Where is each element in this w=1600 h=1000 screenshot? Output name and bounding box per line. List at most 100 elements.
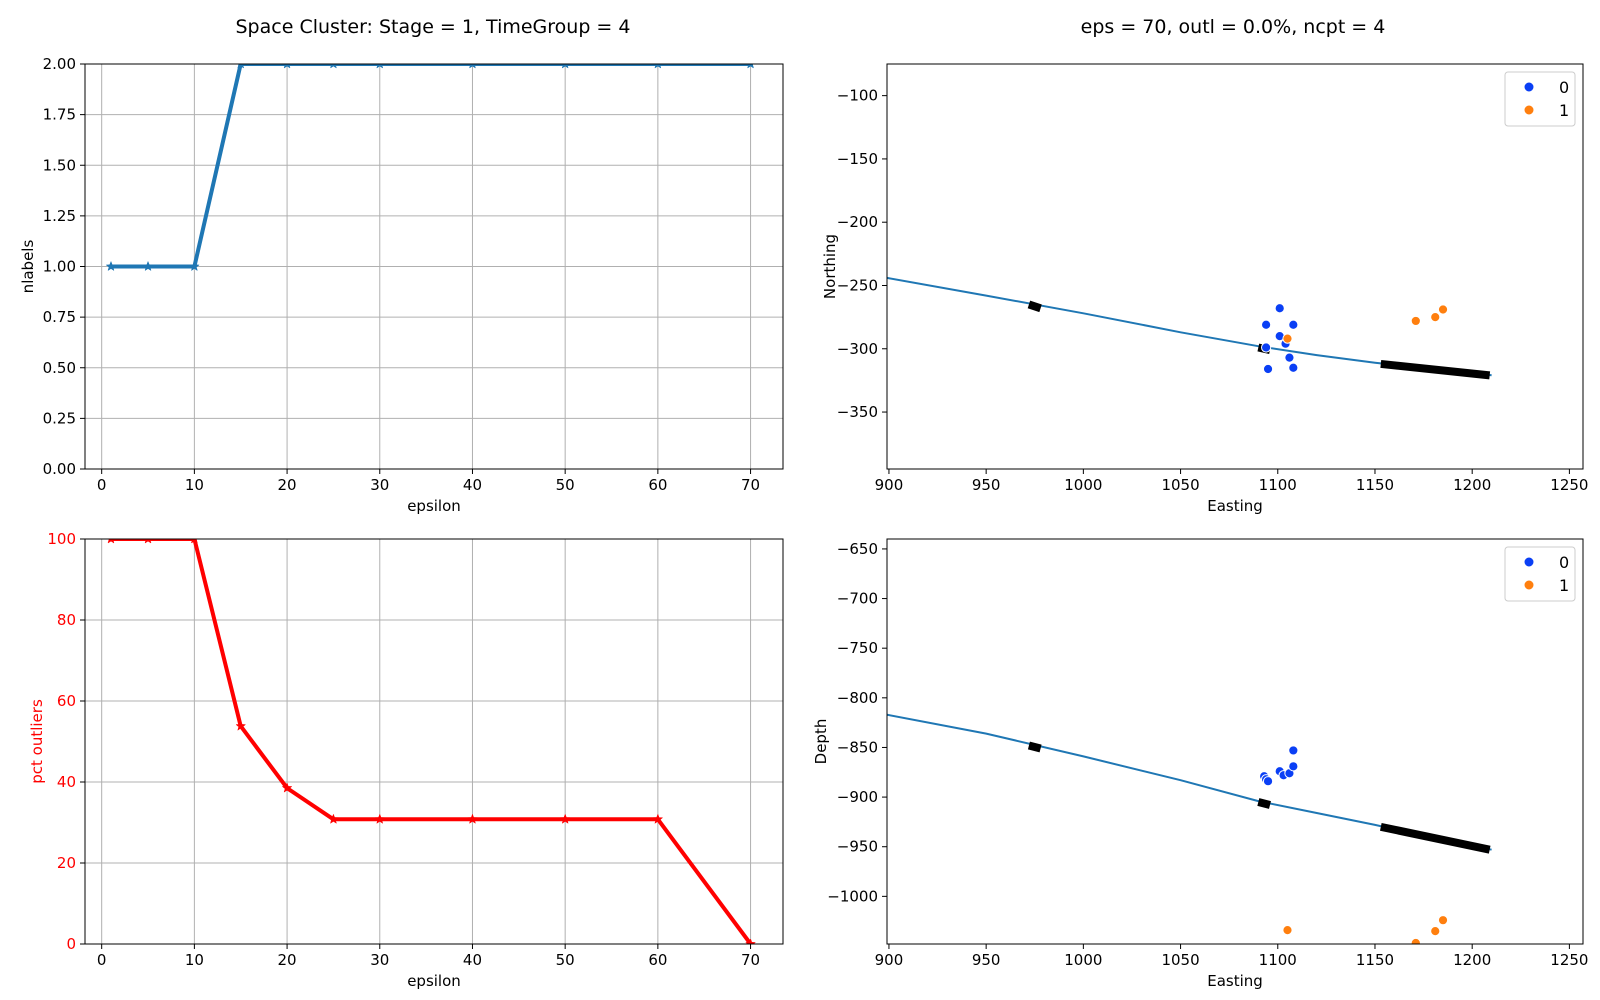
- stage-segment-1: [1257, 798, 1271, 809]
- y-tick-label: 1.75: [43, 106, 76, 124]
- y-axis-label: Northing: [821, 234, 839, 299]
- cluster-0-point-0: [1261, 319, 1272, 330]
- pct-outliers-frame: [84, 538, 784, 945]
- y-tick-label: 1.50: [43, 156, 76, 174]
- data-point-9: [654, 64, 662, 69]
- data-point-10: [747, 64, 754, 69]
- x-tick-label: 70: [741, 476, 760, 494]
- cluster-1-point-3: [1437, 304, 1449, 315]
- legend-marker-1: [1523, 579, 1535, 591]
- cluster-1-point-2: [1430, 312, 1441, 323]
- x-tick-label: 1000: [1064, 951, 1102, 969]
- x-tick-label: 60: [648, 476, 667, 494]
- x-axis-label: epsilon: [407, 497, 461, 515]
- figure-title-left: Space Cluster: Stage = 1, TimeGroup = 4: [236, 16, 631, 38]
- y-tick-label: −150: [837, 150, 878, 168]
- cluster-0-point-2: [1288, 319, 1299, 330]
- y-tick-label: −800: [837, 689, 878, 707]
- chart-nlabels: 0 10 20 30 40 50 60 70 0.00 0.25 0.50 0.75 1.00 1.25 1…: [19, 55, 784, 515]
- y-tick-label: −200: [837, 213, 878, 231]
- cluster-0-point-2: [1262, 776, 1274, 787]
- x-tick-label: 950: [972, 476, 1001, 494]
- legend: 01: [1504, 71, 1576, 127]
- data-point-6: [374, 813, 386, 824]
- legend-label: 1: [1559, 101, 1569, 120]
- map-plan-frame: [886, 63, 1584, 470]
- data-point-8: [561, 64, 569, 69]
- y-tick-label: 100: [47, 530, 76, 548]
- chart-pct-outliers: 0 10 20 30 40 50 60 70 0 20 40 60 80 100 epsilon pct ou…: [28, 530, 784, 990]
- chart-map-plan: 900 950 1000 1050 1100 1150 1200 1250 −350 −300 −2…: [821, 63, 1588, 515]
- x-axis-label: Easting: [1207, 497, 1263, 515]
- x-tick-label: 30: [370, 951, 389, 969]
- well-trajectory: [887, 276, 1492, 377]
- series-line: [111, 539, 753, 944]
- data-point-8: [559, 813, 571, 824]
- y-tick-label: −900: [837, 788, 878, 806]
- x-tick-label: 0: [97, 951, 107, 969]
- y-tick-label: 1.25: [43, 207, 76, 225]
- y-tick-label: 40: [57, 773, 76, 791]
- y-tick-label: 2.00: [43, 55, 76, 73]
- cluster-0-point-7: [1288, 362, 1299, 373]
- x-tick-label: 1150: [1356, 476, 1394, 494]
- x-tick-label: 1100: [1259, 951, 1297, 969]
- x-tick-label: 900: [875, 951, 904, 969]
- y-tick-label: 20: [57, 854, 76, 872]
- x-tick-label: 1250: [1550, 476, 1588, 494]
- y-tick-label: −350: [837, 403, 878, 421]
- stage-segment-2: [1379, 822, 1491, 854]
- x-tick-label: 0: [97, 476, 107, 494]
- x-tick-label: 900: [875, 476, 904, 494]
- x-tick-label: 20: [278, 476, 297, 494]
- y-tick-label: −250: [837, 276, 878, 294]
- cluster-1-point-1: [1410, 315, 1421, 327]
- cluster-0-point-5: [1284, 352, 1295, 363]
- data-point-7: [469, 64, 476, 69]
- x-tick-label: 50: [556, 476, 575, 494]
- x-tick-label: 10: [185, 476, 204, 494]
- map-plan-plot-area: [887, 276, 1492, 380]
- data-point-6: [376, 64, 384, 69]
- y-tick-label: −950: [837, 838, 878, 856]
- data-point-1: [144, 539, 152, 544]
- x-tick-label: 1050: [1161, 476, 1199, 494]
- data-point-4: [281, 782, 293, 793]
- legend-marker-0: [1523, 556, 1535, 568]
- y-tick-label: 1.00: [43, 258, 76, 276]
- x-tick-label: 1200: [1453, 476, 1491, 494]
- y-tick-label: 0: [66, 935, 76, 953]
- x-tick-label: 950: [972, 951, 1001, 969]
- data-point-2: [190, 539, 198, 544]
- legend-box: [1504, 546, 1576, 602]
- x-tick-label: 40: [463, 476, 482, 494]
- stage-segment-2: [1380, 359, 1491, 380]
- y-tick-label: −100: [837, 87, 878, 105]
- data-point-10: [745, 938, 756, 944]
- data-point-5: [330, 64, 337, 69]
- x-tick-label: 1150: [1356, 951, 1394, 969]
- y-tick-label: 0.00: [43, 460, 76, 478]
- x-tick-label: 40: [463, 951, 482, 969]
- data-point-3: [237, 64, 245, 69]
- cluster-0-point-8: [1261, 342, 1272, 353]
- legend-label: 1: [1559, 576, 1569, 595]
- nlabels-plot-area: [105, 64, 754, 272]
- x-tick-label: 1000: [1064, 476, 1102, 494]
- legend-label: 0: [1559, 78, 1569, 97]
- data-point-0: [107, 539, 115, 544]
- y-tick-label: 0.75: [43, 308, 76, 326]
- data-point-0: [105, 260, 117, 272]
- x-tick-label: 1100: [1259, 476, 1297, 494]
- cluster-0-point-6: [1288, 761, 1299, 772]
- cluster-0-point-6: [1262, 363, 1274, 375]
- y-tick-label: 60: [57, 692, 76, 710]
- x-tick-label: 1200: [1453, 951, 1491, 969]
- data-point-9: [652, 813, 664, 824]
- data-point-1: [142, 260, 154, 272]
- data-point-7: [467, 813, 478, 824]
- y-axis-label: Depth: [812, 719, 830, 765]
- series-line: [111, 64, 751, 269]
- legend-label: 0: [1559, 553, 1569, 572]
